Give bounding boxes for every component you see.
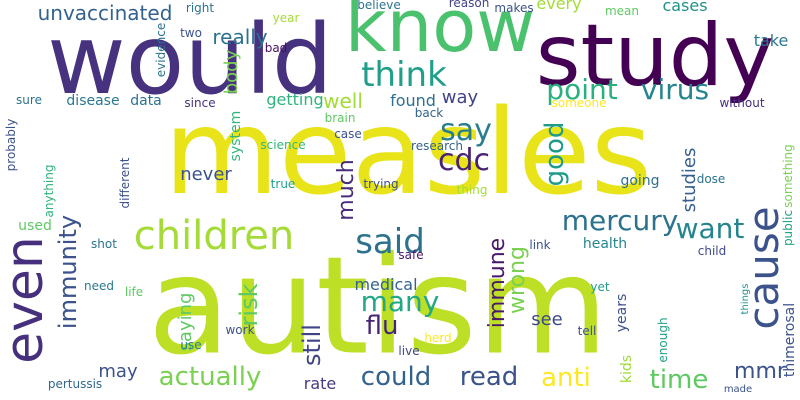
word-going: going xyxy=(620,173,660,189)
word-safe: safe xyxy=(398,248,424,262)
word-still: still xyxy=(298,324,326,366)
word-data: data xyxy=(130,93,162,109)
word-well: well xyxy=(323,89,363,113)
word-disease: disease xyxy=(66,93,120,109)
word-body: body xyxy=(221,49,242,95)
word-work: work xyxy=(225,323,255,337)
word-child: child xyxy=(697,244,727,258)
word-thimerosal: thimerosal xyxy=(782,302,798,378)
word-public: public xyxy=(781,209,795,247)
word-things: things xyxy=(740,283,751,315)
word-getting: getting xyxy=(266,90,324,109)
word-right: right xyxy=(185,1,215,15)
word-sure: sure xyxy=(16,93,42,107)
word-link: link xyxy=(529,238,551,252)
word-science: science xyxy=(260,138,306,152)
word-study: study xyxy=(535,6,775,106)
word-makes: makes xyxy=(494,1,534,15)
word-found: found xyxy=(390,91,436,110)
word-trying: trying xyxy=(363,177,399,191)
word-anti: anti xyxy=(541,363,591,393)
word-years: years xyxy=(614,293,630,333)
word-every: every xyxy=(536,0,582,13)
word-know: know xyxy=(344,0,536,68)
word-life: life xyxy=(124,285,144,299)
word-kids: kids xyxy=(619,354,635,384)
word-dose: dose xyxy=(696,172,726,186)
word-cases: cases xyxy=(662,0,708,15)
word-herd: herd xyxy=(424,331,452,345)
word-live: live xyxy=(398,344,420,358)
word-could: could xyxy=(360,362,432,392)
word-someone: someone xyxy=(551,96,607,110)
word-health: health xyxy=(582,236,628,252)
word-use: use xyxy=(180,338,202,352)
word-year: year xyxy=(272,11,300,25)
word-something: something xyxy=(781,144,795,208)
word-believe: believe xyxy=(357,0,401,12)
word-actually: actually xyxy=(158,362,262,392)
word-since: since xyxy=(184,96,216,110)
word-back: back xyxy=(414,106,444,120)
word-take: take xyxy=(753,31,789,50)
word-anything: anything xyxy=(42,164,56,218)
word-system: system xyxy=(228,110,244,162)
word-unvaccinated: unvaccinated xyxy=(37,1,173,25)
word-evidence: evidence xyxy=(154,22,168,78)
word-flu: flu xyxy=(365,311,399,341)
word-different: different xyxy=(118,157,132,209)
word-wrong: wrong xyxy=(505,246,530,314)
word-see: see xyxy=(531,309,563,330)
word-reason: reason xyxy=(448,0,490,10)
word-virus: virus xyxy=(640,73,710,106)
word-need: need xyxy=(84,279,114,293)
word-thing: thing xyxy=(456,183,488,197)
word-say: say xyxy=(440,113,492,148)
word-two: two xyxy=(180,26,202,40)
word-brain: brain xyxy=(324,111,356,125)
word-shot: shot xyxy=(91,237,117,251)
word-think: think xyxy=(361,55,447,95)
word-children: children xyxy=(133,213,295,259)
word-would: would xyxy=(47,4,333,116)
word-want: want xyxy=(675,212,745,245)
word-way: way xyxy=(441,87,479,108)
word-used: used xyxy=(18,218,52,234)
word-said: said xyxy=(355,222,425,262)
word-many: many xyxy=(360,285,440,318)
word-tell: tell xyxy=(577,324,597,338)
word-risk: risk xyxy=(235,283,263,327)
word-measles: measles xyxy=(163,83,653,221)
word-mercury: mercury xyxy=(561,204,679,237)
word-even: even xyxy=(0,236,55,364)
word-mean: mean xyxy=(604,4,640,18)
word-read: read xyxy=(459,362,519,392)
word-probably: probably xyxy=(4,118,18,172)
word-bad: bad xyxy=(264,41,288,55)
word-rate: rate xyxy=(303,374,337,393)
word-enough: enough xyxy=(656,317,670,363)
word-without: without xyxy=(719,96,765,110)
word-much: much xyxy=(334,159,359,221)
word-good: good xyxy=(540,121,570,187)
word-yet: yet xyxy=(590,280,610,294)
word-point: point xyxy=(546,73,618,106)
word-immunity: immunity xyxy=(54,214,82,330)
word-true: true xyxy=(270,177,296,191)
word-research: research xyxy=(411,139,463,153)
word-never: never xyxy=(180,164,232,185)
word-may: may xyxy=(98,361,138,382)
word-really: really xyxy=(212,25,268,49)
word-case: case xyxy=(334,127,362,141)
word-pertussis: pertussis xyxy=(47,377,103,391)
word-autism: autism xyxy=(147,227,609,385)
word-cdc: cdc xyxy=(437,143,491,178)
word-made: made xyxy=(723,384,753,395)
word-mmr: mmr xyxy=(734,359,786,384)
word-medical: medical xyxy=(354,275,418,294)
word-time: time xyxy=(649,365,709,395)
